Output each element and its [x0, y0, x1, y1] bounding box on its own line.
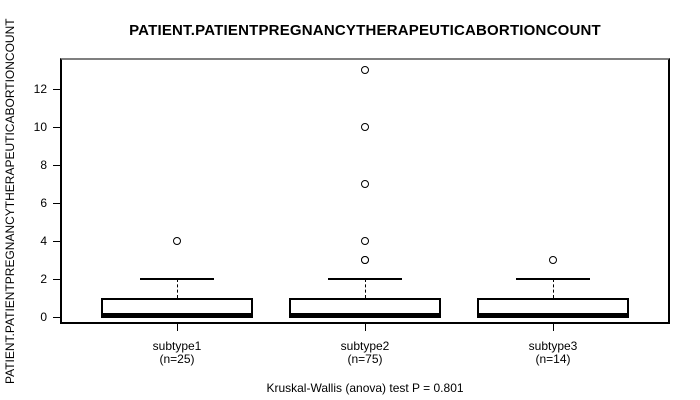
upper-whisker-line: [177, 279, 178, 298]
outlier-point: [173, 237, 181, 245]
upper-whisker-line: [553, 279, 554, 298]
group-name: subtype3: [528, 339, 578, 353]
y-axis-title: PATIENT.PATIENTPREGNANCYTHERAPEUTICABORT…: [3, 18, 17, 384]
y-tick-label: 4: [40, 234, 47, 248]
y-axis-tick: [53, 241, 60, 242]
median-line: [101, 313, 253, 318]
y-axis-tick: [53, 165, 60, 166]
median-line: [477, 313, 629, 318]
group-name: subtype1: [152, 339, 202, 353]
x-group-label: subtype3 (n=14): [483, 340, 623, 366]
group-name: subtype2: [340, 339, 390, 353]
outlier-point: [361, 123, 369, 131]
upper-whisker-cap: [140, 278, 214, 280]
outlier-point: [361, 256, 369, 264]
y-axis-tick: [53, 203, 60, 204]
caption-kruskal-wallis: Kruskal-Wallis (anova) test P = 0.801: [266, 381, 464, 395]
median-line: [289, 313, 441, 318]
y-tick-label: 2: [40, 272, 47, 286]
y-axis-tick: [53, 279, 60, 280]
group-n: (n=14): [535, 352, 571, 366]
group-n: (n=25): [159, 352, 195, 366]
outlier-point: [361, 180, 369, 188]
y-axis-tick: [53, 317, 60, 318]
x-group-label: subtype2 (n=75): [295, 340, 435, 366]
y-tick-label: 8: [40, 158, 47, 172]
plot-frame: [60, 58, 670, 324]
y-tick-label: 10: [33, 120, 47, 134]
y-tick-label: 12: [33, 82, 47, 96]
chart-title: PATIENT.PATIENTPREGNANCYTHERAPEUTICABORT…: [129, 22, 601, 39]
upper-whisker-line: [365, 279, 366, 298]
x-axis-tick: [177, 324, 178, 331]
outlier-point: [361, 237, 369, 245]
upper-whisker-cap: [328, 278, 402, 280]
outlier-point: [549, 256, 557, 264]
group-n: (n=75): [347, 352, 383, 366]
upper-whisker-cap: [516, 278, 590, 280]
x-axis-tick: [365, 324, 366, 331]
x-group-label: subtype1 (n=25): [107, 340, 247, 366]
x-axis-tick: [553, 324, 554, 331]
y-axis-tick: [53, 127, 60, 128]
outlier-point: [361, 66, 369, 74]
y-axis-tick: [53, 89, 60, 90]
y-tick-label: 6: [40, 196, 47, 210]
y-tick-label: 0: [40, 310, 47, 324]
